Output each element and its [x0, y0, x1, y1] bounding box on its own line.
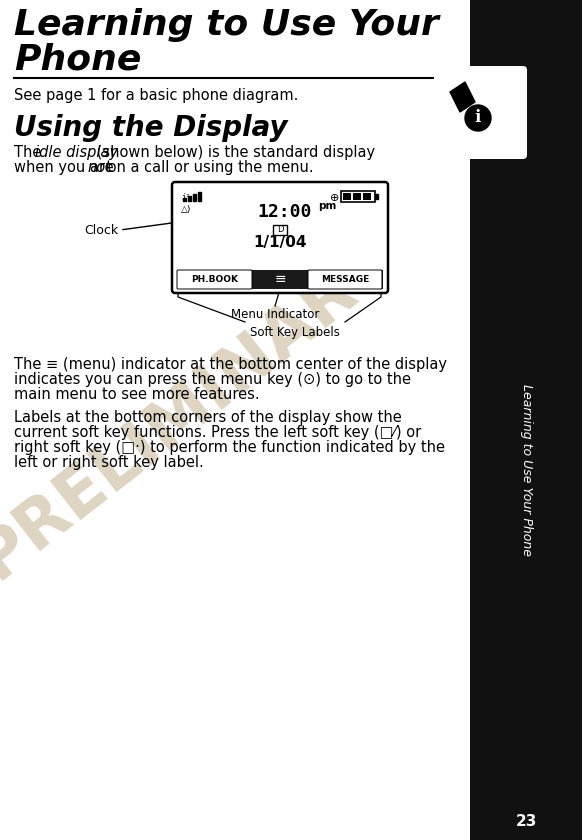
Text: Using the Display: Using the Display — [14, 114, 288, 142]
Text: PH.BOOK: PH.BOOK — [191, 275, 239, 284]
Text: pm: pm — [318, 201, 336, 211]
Text: on a call or using the menu.: on a call or using the menu. — [103, 160, 314, 175]
Text: ≡: ≡ — [274, 272, 286, 286]
Text: 12:00: 12:00 — [258, 203, 312, 221]
Bar — [470, 0, 582, 840]
Text: 23: 23 — [515, 815, 537, 830]
Text: D: D — [277, 225, 283, 234]
FancyBboxPatch shape — [434, 66, 527, 159]
Text: Clock: Clock — [84, 223, 118, 237]
Text: when you are: when you are — [14, 160, 118, 175]
Text: Learning to Use Your Phone: Learning to Use Your Phone — [520, 384, 533, 556]
Text: ⊕: ⊕ — [330, 193, 339, 203]
Text: 1/1/04: 1/1/04 — [253, 235, 307, 250]
Bar — [193, 194, 196, 201]
Text: The ≡ (menu) indicator at the bottom center of the display: The ≡ (menu) indicator at the bottom cen… — [14, 357, 447, 372]
Text: not: not — [87, 160, 111, 175]
Text: main menu to see more features.: main menu to see more features. — [14, 387, 260, 402]
Text: Labels at the bottom corners of the display show the: Labels at the bottom corners of the disp… — [14, 410, 402, 425]
Text: current soft key functions. Press the left soft key (□⁄) or: current soft key functions. Press the le… — [14, 425, 421, 440]
Bar — [177, 270, 383, 289]
Text: The: The — [14, 145, 46, 160]
Text: Soft Key Labels: Soft Key Labels — [250, 326, 340, 339]
Text: right soft key (□·) to perform the function indicated by the: right soft key (□·) to perform the funct… — [14, 440, 445, 455]
Text: MESSAGE: MESSAGE — [321, 275, 369, 284]
Text: See page 1 for a basic phone diagram.: See page 1 for a basic phone diagram. — [14, 88, 299, 103]
Text: Learning to Use Your: Learning to Use Your — [14, 8, 439, 42]
Text: PRELIMINARY: PRELIMINARY — [0, 228, 405, 592]
Text: i: i — [475, 109, 481, 127]
Bar — [273, 225, 287, 235]
FancyBboxPatch shape — [308, 270, 382, 289]
Bar — [353, 193, 361, 200]
FancyBboxPatch shape — [177, 270, 252, 289]
Text: idle display: idle display — [35, 145, 118, 160]
Text: left or right soft key label.: left or right soft key label. — [14, 455, 204, 470]
Polygon shape — [450, 82, 475, 112]
FancyBboxPatch shape — [172, 182, 388, 293]
Bar — [363, 193, 371, 200]
Bar — [375, 194, 378, 199]
Bar — [198, 192, 201, 201]
Text: i²: i² — [181, 193, 190, 202]
Bar — [183, 198, 186, 201]
Text: Phone: Phone — [14, 42, 141, 76]
Bar — [188, 196, 191, 201]
Bar — [341, 191, 375, 202]
Text: (shown below) is the standard display: (shown below) is the standard display — [92, 145, 375, 160]
Bar — [343, 193, 351, 200]
Circle shape — [465, 105, 491, 131]
Text: Menu Indicator: Menu Indicator — [231, 308, 319, 321]
Text: △): △) — [181, 205, 191, 214]
Text: indicates you can press the menu key (⊙) to go to the: indicates you can press the menu key (⊙)… — [14, 372, 411, 387]
